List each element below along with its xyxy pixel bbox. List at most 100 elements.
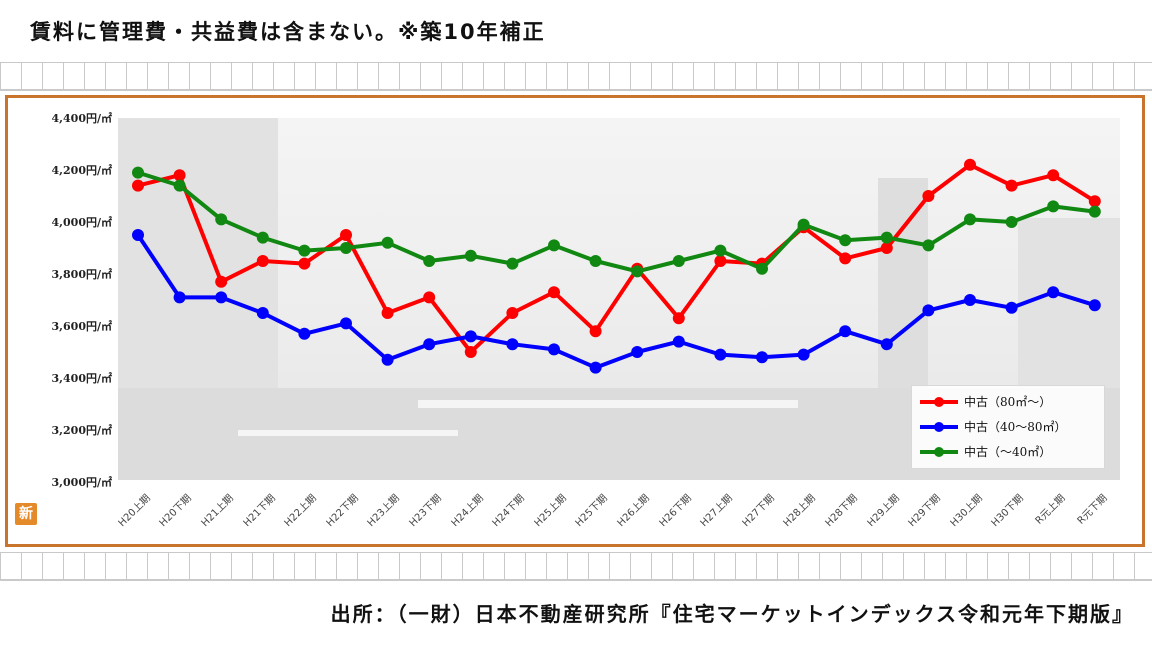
data-point bbox=[672, 255, 685, 267]
data-point bbox=[215, 291, 228, 304]
data-point bbox=[423, 255, 436, 267]
data-point bbox=[548, 239, 560, 252]
data-point bbox=[880, 338, 893, 351]
y-tick-label: 3,000円/㎡ bbox=[51, 476, 112, 489]
data-point bbox=[506, 307, 519, 319]
data-point bbox=[340, 242, 352, 254]
data-point bbox=[1088, 205, 1101, 218]
grid-strip-top bbox=[0, 62, 1152, 91]
data-point bbox=[298, 244, 311, 257]
data-point bbox=[797, 218, 810, 231]
data-point bbox=[922, 190, 935, 202]
data-point bbox=[506, 338, 519, 351]
data-point bbox=[464, 249, 477, 262]
series-line-2 bbox=[137, 170, 1096, 274]
data-point bbox=[672, 335, 685, 348]
data-point bbox=[215, 275, 228, 288]
data-point bbox=[1005, 301, 1018, 314]
legend-label: 中古（40〜80㎡） bbox=[964, 420, 1067, 434]
data-point bbox=[1005, 216, 1018, 228]
data-point bbox=[631, 265, 644, 278]
data-point bbox=[381, 307, 394, 319]
data-point bbox=[381, 236, 394, 249]
data-point bbox=[298, 327, 311, 340]
data-point bbox=[964, 213, 976, 226]
y-tick-label: 3,400円/㎡ bbox=[51, 372, 112, 385]
data-point bbox=[839, 252, 852, 265]
series-line-1 bbox=[136, 233, 1096, 370]
y-tick-label: 3,600円/㎡ bbox=[51, 320, 112, 333]
legend-marker bbox=[934, 447, 944, 457]
data-point bbox=[880, 242, 893, 254]
legend-item: 中古（40〜80㎡） bbox=[920, 415, 1100, 437]
chart-legend: 中古（80㎡〜） 中古（40〜80㎡） 中古（〜40㎡） bbox=[911, 385, 1105, 469]
building-shape bbox=[1018, 218, 1120, 418]
legend-label: 中古（80㎡〜） bbox=[964, 395, 1052, 409]
data-point bbox=[132, 179, 144, 192]
data-point bbox=[1047, 286, 1060, 299]
data-point bbox=[1088, 195, 1101, 208]
grid-strip-bottom bbox=[0, 552, 1152, 581]
data-point bbox=[797, 348, 810, 361]
data-point bbox=[132, 229, 144, 241]
data-point bbox=[922, 239, 935, 252]
source-citation: 出所：（一財）日本不動産研究所『住宅マーケットインデックス令和元年下期版』 bbox=[330, 602, 1134, 626]
data-point bbox=[464, 330, 477, 343]
data-point bbox=[589, 325, 602, 338]
data-point bbox=[298, 257, 311, 270]
data-point bbox=[1088, 299, 1101, 312]
data-point bbox=[672, 312, 685, 325]
data-point bbox=[423, 338, 436, 351]
data-point bbox=[340, 229, 352, 241]
data-point bbox=[964, 294, 976, 306]
data-point bbox=[173, 179, 186, 192]
y-tick-label: 3,200円/㎡ bbox=[51, 424, 112, 437]
data-point bbox=[880, 231, 893, 244]
legend-marker bbox=[934, 397, 944, 407]
data-point bbox=[756, 351, 768, 364]
data-point bbox=[381, 353, 394, 366]
data-point bbox=[256, 307, 269, 319]
data-point bbox=[589, 361, 602, 374]
data-point bbox=[548, 343, 560, 356]
y-tick-label: 3,800円/㎡ bbox=[51, 268, 112, 281]
data-point bbox=[340, 317, 352, 330]
data-point bbox=[464, 346, 477, 358]
data-point bbox=[548, 286, 560, 299]
crosswalk-stripe bbox=[418, 400, 798, 408]
data-point bbox=[1047, 169, 1060, 182]
legend-label: 中古（〜40㎡） bbox=[964, 445, 1052, 459]
line-chart bbox=[132, 158, 1101, 374]
data-point bbox=[506, 257, 519, 270]
data-point bbox=[922, 304, 935, 317]
data-point bbox=[215, 213, 228, 226]
data-point bbox=[589, 255, 602, 267]
data-point bbox=[1005, 179, 1018, 192]
data-point bbox=[714, 348, 727, 361]
data-point bbox=[964, 158, 976, 171]
legend-marker bbox=[934, 422, 944, 432]
y-tick-label: 4,400円/㎡ bbox=[51, 112, 112, 125]
data-point bbox=[714, 255, 727, 267]
logo-badge: 新 bbox=[15, 503, 37, 525]
data-point bbox=[839, 234, 852, 247]
data-point bbox=[714, 244, 727, 257]
road-marking bbox=[238, 430, 458, 436]
data-point bbox=[256, 255, 269, 267]
chart-frame: 4,400円/㎡ 4,200円/㎡ 4,000円/㎡ 3,800円/㎡ 3,60… bbox=[5, 95, 1145, 547]
data-point bbox=[1047, 200, 1060, 213]
data-point bbox=[631, 346, 644, 358]
legend-item: 中古（〜40㎡） bbox=[920, 440, 1100, 462]
data-point bbox=[756, 262, 768, 275]
data-point bbox=[423, 291, 436, 304]
data-point bbox=[132, 166, 144, 179]
data-point bbox=[173, 291, 186, 304]
y-tick-label: 4,000円/㎡ bbox=[51, 216, 112, 229]
data-point bbox=[256, 231, 269, 244]
legend-item: 中古（80㎡〜） bbox=[920, 390, 1100, 412]
data-point bbox=[173, 169, 186, 182]
chart-note: 賃料に管理費・共益費は含まない。※築10年補正 bbox=[30, 20, 546, 44]
series-line-0 bbox=[137, 162, 1096, 354]
data-point bbox=[839, 325, 852, 338]
y-tick-label: 4,200円/㎡ bbox=[51, 164, 112, 177]
